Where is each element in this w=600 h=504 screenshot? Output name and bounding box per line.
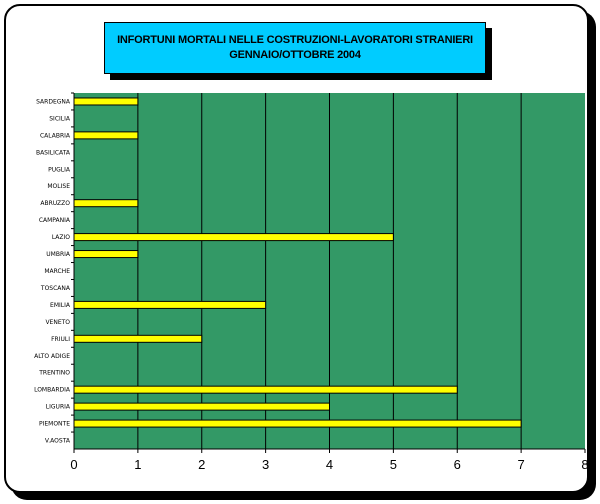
category-label: PIEMONTE bbox=[39, 421, 70, 428]
category-label: LIGURIA bbox=[46, 404, 71, 411]
category-label: SARDEGNA bbox=[36, 98, 71, 105]
x-tick-label: 6 bbox=[454, 457, 461, 472]
category-label: TOSCANA bbox=[40, 285, 71, 292]
category-label: ABRUZZO bbox=[40, 200, 70, 207]
x-tick-label: 0 bbox=[70, 457, 77, 472]
category-labels: SARDEGNA SICILIA CALABRIA BASILICATA PUGLIA M… bbox=[34, 92, 74, 445]
category-label: LAZIO bbox=[52, 234, 70, 241]
x-tick-label: 1 bbox=[134, 457, 141, 472]
category-label: TRENTINO bbox=[38, 370, 70, 377]
bar bbox=[73, 97, 139, 106]
category-label: CAMPANIA bbox=[39, 217, 71, 224]
x-tick-label: 4 bbox=[326, 457, 333, 472]
category-label: ALTO ADIGE bbox=[34, 353, 70, 360]
bar bbox=[73, 385, 458, 394]
chart-title-line-1: INFORTUNI MORTALI NELLE COSTRUZIONI-LAVO… bbox=[117, 34, 473, 46]
category-label: BASILICATA bbox=[36, 149, 71, 156]
category-label: LOMBARDIA bbox=[34, 387, 71, 394]
category-label: V.AOSTA bbox=[45, 438, 71, 445]
bar bbox=[73, 419, 522, 428]
bars bbox=[73, 97, 522, 428]
category-label: CALABRIA bbox=[40, 132, 71, 139]
category-label: FRIULI bbox=[51, 336, 70, 343]
bar bbox=[73, 131, 139, 140]
bar bbox=[73, 199, 139, 208]
category-label: EMILIA bbox=[50, 302, 71, 309]
bar bbox=[73, 334, 203, 343]
category-label: MARCHE bbox=[44, 268, 70, 275]
x-tick-label: 8 bbox=[581, 457, 588, 472]
x-tick-label: 7 bbox=[518, 457, 525, 472]
category-label: UMBRIA bbox=[46, 251, 71, 258]
bar bbox=[73, 250, 139, 259]
x-tick-label: 5 bbox=[390, 457, 397, 472]
bar bbox=[73, 300, 267, 309]
category-label: VENETO bbox=[45, 319, 70, 326]
category-label: SICILIA bbox=[49, 115, 71, 122]
chart-title-line-2: GENNAIO/OTTOBRE 2004 bbox=[229, 49, 361, 61]
bar bbox=[73, 233, 394, 242]
category-label: MOLISE bbox=[47, 183, 70, 190]
x-axis-ticks: 0 1 2 3 4 5 6 7 8 bbox=[70, 449, 589, 472]
chart-title-box: INFORTUNI MORTALI NELLE COSTRUZIONI-LAVO… bbox=[104, 22, 486, 74]
bar bbox=[73, 402, 330, 411]
x-tick-label: 2 bbox=[198, 457, 205, 472]
category-label: PUGLIA bbox=[48, 166, 71, 173]
x-tick-label: 3 bbox=[262, 457, 269, 472]
